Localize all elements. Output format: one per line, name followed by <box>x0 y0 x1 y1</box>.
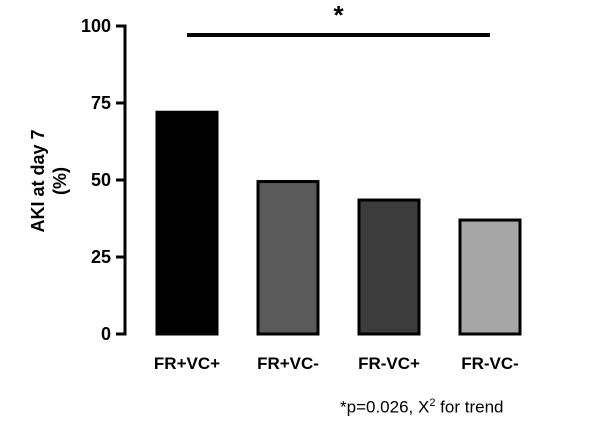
bar-frpvcp <box>155 110 219 336</box>
significance-bracket: * <box>187 0 490 37</box>
y-axis-label-line2: (%) <box>50 167 70 195</box>
category-label: FR+VC- <box>257 354 319 373</box>
y-tick-label: 25 <box>91 247 111 267</box>
category-labels: FR+VC+ FR+VC- FR-VC+ FR-VC- <box>154 354 519 373</box>
bar-frmvcm <box>458 218 522 336</box>
y-tick-label: 100 <box>81 16 111 36</box>
footnote-text-end: for trend <box>435 397 504 417</box>
category-label: FR+VC+ <box>154 354 220 373</box>
bars <box>155 110 522 336</box>
y-axis: 0 25 50 75 100 <box>81 16 127 344</box>
footnote-text: *p=0.026, X <box>340 397 430 417</box>
category-label: FR-VC- <box>461 354 519 373</box>
footnote: *p=0.026, X2 for trend <box>340 397 504 418</box>
bar-frpvcm <box>256 180 320 336</box>
footnote-superscript: 2 <box>429 397 436 409</box>
y-tick-label: 75 <box>91 93 111 113</box>
bar-frmvcp <box>357 198 421 336</box>
significance-star: * <box>333 0 344 30</box>
category-label: FR-VC+ <box>358 354 420 373</box>
y-tick-label: 50 <box>91 170 111 190</box>
y-tick-label: 0 <box>101 324 111 344</box>
y-axis-label-line1: AKI at day 7 <box>28 129 48 232</box>
